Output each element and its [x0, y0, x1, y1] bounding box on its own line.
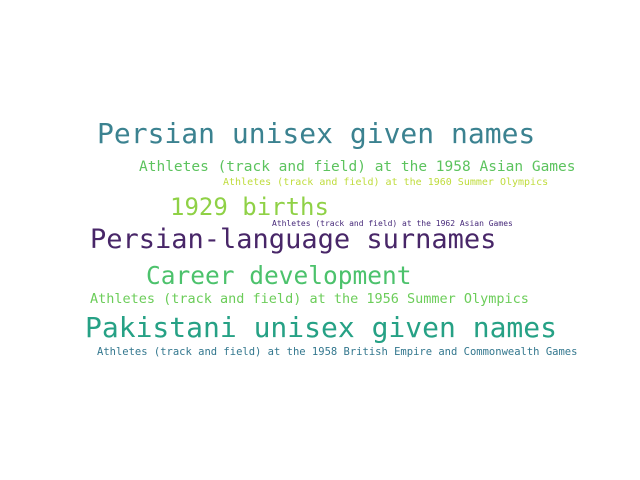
word-persian-unisex-given-names: Persian unisex given names: [97, 117, 536, 150]
word-1929-births: 1929 births: [170, 193, 329, 221]
word-career-development: Career development: [146, 261, 412, 290]
word-pakistani-unisex-given-names: Pakistani unisex given names: [85, 311, 558, 344]
word-athletes-1958-asian-games: Athletes (track and field) at the 1958 A…: [139, 159, 576, 175]
word-athletes-1956-summer-olympics: Athletes (track and field) at the 1956 S…: [90, 291, 529, 307]
word-athletes-1962-asian-games: Athletes (track and field) at the 1962 A…: [272, 219, 513, 228]
word-athletes-1958-british-empire-commonwealth-games: Athletes (track and field) at the 1958 B…: [97, 346, 578, 358]
word-athletes-1960-summer-olympics: Athletes (track and field) at the 1960 S…: [223, 177, 549, 188]
word-persian-language-surnames: Persian-language surnames: [90, 224, 497, 255]
